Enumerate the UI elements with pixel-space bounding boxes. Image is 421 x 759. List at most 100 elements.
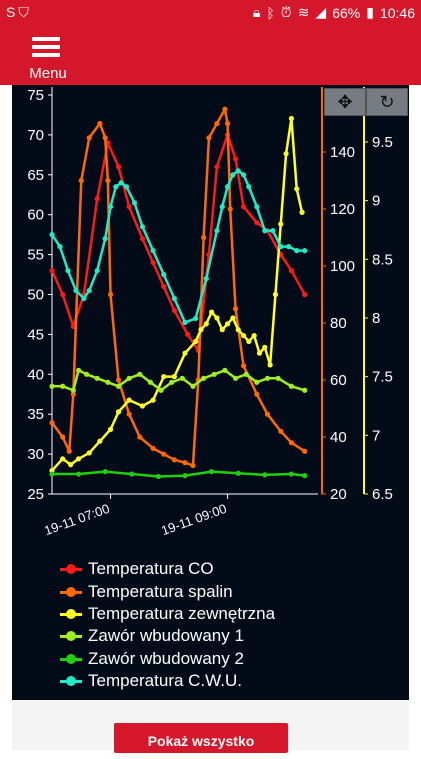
data-point	[267, 362, 273, 368]
legend-label: Zawór wbudowany 2	[88, 648, 244, 668]
move-icon: ✥	[337, 92, 353, 112]
legend-item[interactable]: Temperatura C.W.U.	[60, 670, 275, 692]
data-point	[264, 411, 271, 417]
data-point	[302, 291, 308, 298]
data-point	[57, 244, 63, 250]
data-point	[193, 338, 199, 345]
data-point	[182, 350, 188, 356]
data-point	[65, 267, 71, 274]
data-point	[76, 456, 82, 462]
data-point	[49, 383, 55, 389]
data-point	[193, 315, 199, 322]
left-tick-label: 40	[27, 366, 44, 383]
line-chart[interactable]: 25 30 35 40 45 50 55 60 65 70 75 20 40 60 80 100 120 140 6…	[12, 85, 409, 700]
menu-button[interactable]: Menu	[24, 35, 68, 83]
data-point	[107, 204, 114, 210]
data-point	[232, 375, 239, 381]
data-point	[254, 220, 260, 226]
data-point	[139, 236, 146, 242]
data-point	[94, 196, 100, 202]
data-point	[278, 221, 284, 227]
data-point	[94, 375, 100, 381]
data-point	[201, 375, 207, 381]
data-point	[235, 168, 241, 174]
series-line-1	[50, 108, 306, 467]
data-point	[139, 224, 146, 230]
data-point	[115, 377, 122, 383]
data-point	[81, 295, 87, 302]
data-point	[302, 248, 308, 254]
data-point	[230, 172, 236, 178]
data-point	[105, 379, 111, 385]
data-point	[49, 232, 55, 238]
data-point	[150, 248, 156, 254]
data-point	[161, 283, 167, 290]
data-point	[190, 462, 196, 469]
legend-item[interactable]: Zawór wbudowany 2	[60, 648, 275, 670]
legend-swatch	[60, 608, 82, 619]
data-point	[222, 367, 228, 373]
data-point	[105, 177, 111, 184]
data-point	[126, 375, 132, 381]
data-point	[49, 420, 55, 426]
data-point	[302, 387, 308, 393]
data-point	[126, 204, 132, 210]
legend-swatch-dot	[66, 676, 76, 687]
data-point	[76, 367, 82, 373]
right1-tick-label: 80	[330, 315, 347, 332]
legend-item[interactable]: Temperatura zewnętrzna	[60, 603, 275, 625]
data-point	[240, 204, 247, 210]
legend-label: Temperatura zewnętrzna	[88, 603, 276, 623]
status-right: 🔒︎ ᛒ ⏰︎ ≋ ◢ 66% ▮ 10:46	[253, 4, 415, 21]
legend-item[interactable]: Temperatura CO	[60, 558, 275, 580]
data-point	[49, 471, 55, 477]
data-point	[235, 470, 241, 476]
data-point	[288, 267, 294, 274]
legend-item[interactable]: Temperatura spalin	[60, 580, 275, 602]
data-point	[299, 209, 305, 215]
data-point	[171, 374, 177, 380]
data-point	[147, 379, 154, 385]
legend-item[interactable]: Zawór wbudowany 1	[60, 625, 275, 647]
data-point	[227, 206, 233, 212]
data-point	[49, 267, 55, 274]
data-point	[294, 186, 300, 192]
right2-tick-label: 7.5	[372, 369, 393, 386]
data-point	[211, 371, 217, 377]
x-tick-label: 19-11 09:00	[159, 501, 228, 539]
data-point	[262, 472, 268, 478]
show-all-button[interactable]: Pokaż wszystko	[114, 723, 288, 753]
data-point	[129, 471, 135, 477]
data-point	[66, 448, 72, 454]
legend-swatch-dot	[66, 564, 76, 575]
data-point	[286, 244, 292, 250]
reset-zoom-button[interactable]: ↻	[366, 88, 408, 116]
data-point	[70, 387, 76, 393]
data-point	[243, 371, 249, 377]
data-point	[94, 267, 100, 274]
data-point	[240, 332, 247, 339]
data-point	[182, 319, 188, 326]
app-header: Menu	[0, 25, 421, 85]
data-point	[115, 164, 122, 170]
data-point	[222, 106, 228, 112]
legend-swatch	[60, 676, 82, 687]
left-tick-label: 45	[27, 326, 44, 343]
data-point	[107, 291, 114, 298]
chart-panel: 25 30 35 40 45 50 55 60 65 70 75 20 40 60 80 100 120 140 6…	[12, 85, 409, 700]
data-point	[214, 120, 220, 127]
data-point	[262, 228, 268, 234]
left-tick-label: 55	[27, 247, 44, 264]
data-point	[294, 248, 300, 254]
data-point	[155, 473, 161, 480]
left-tick-label: 70	[27, 127, 44, 144]
data-point	[235, 327, 241, 333]
status-bar: S⛉ 🔒︎ ᛒ ⏰︎ ≋ ◢ 66% ▮ 10:46	[0, 0, 421, 25]
data-point	[203, 275, 209, 282]
data-point	[251, 332, 257, 339]
data-point	[171, 295, 177, 302]
legend-swatch-dot	[66, 631, 76, 642]
lock-icon: 🔒︎	[252, 4, 261, 20]
pan-button[interactable]: ✥	[324, 88, 366, 116]
right2-tick-label: 6.5	[372, 486, 393, 503]
